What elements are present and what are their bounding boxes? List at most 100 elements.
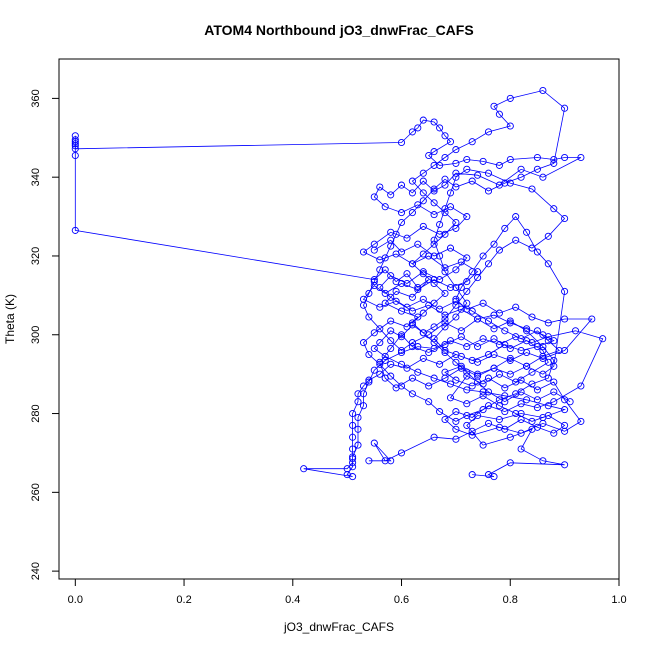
- data-point: [599, 335, 607, 343]
- data-point: [387, 344, 395, 353]
- data-point: [452, 173, 460, 181]
- data-point: [550, 337, 558, 345]
- data-point: [419, 309, 427, 317]
- data-point: [561, 461, 569, 469]
- data-point: [474, 171, 482, 179]
- y-tick-label: 260: [30, 483, 42, 501]
- data-point: [419, 116, 427, 124]
- data-point: [463, 411, 471, 420]
- data-point: [517, 445, 525, 453]
- data-point: [533, 404, 541, 412]
- data-point: [539, 343, 547, 351]
- data-point: [387, 293, 395, 301]
- data-point: [544, 337, 552, 345]
- data-point: [430, 236, 438, 244]
- data-point: [528, 368, 536, 376]
- data-point: [430, 433, 438, 441]
- data-point: [468, 307, 476, 315]
- data-point: [463, 165, 471, 173]
- data-series: [71, 86, 574, 425]
- data-point: [484, 350, 493, 359]
- data-point: [561, 287, 569, 295]
- data-point: [430, 199, 438, 207]
- data-point: [566, 398, 574, 406]
- data-point: [408, 343, 416, 351]
- data-point: [539, 86, 547, 95]
- data-point: [425, 276, 433, 284]
- data-point: [354, 413, 362, 422]
- data-point: [484, 402, 493, 410]
- data-point: [506, 370, 514, 378]
- data-point: [425, 398, 433, 406]
- data-point: [506, 122, 514, 130]
- data-point: [370, 246, 378, 254]
- y-tick-label: 240: [30, 562, 42, 580]
- data-point: [561, 406, 569, 414]
- data-point: [457, 362, 465, 370]
- data-point: [501, 224, 509, 232]
- data-point: [408, 319, 416, 327]
- data-point: [436, 161, 444, 169]
- data-point: [359, 382, 368, 390]
- data-point: [523, 337, 531, 345]
- data-point: [425, 348, 433, 357]
- data-point: [419, 189, 427, 197]
- data-point: [436, 252, 444, 260]
- y-tick-label: 360: [30, 89, 42, 107]
- data-point: [452, 297, 460, 305]
- data-point: [506, 94, 514, 102]
- data-point: [414, 240, 422, 248]
- data-point: [463, 343, 471, 351]
- data-point: [561, 346, 569, 355]
- data-point: [71, 142, 79, 150]
- data-point: [408, 177, 416, 185]
- data-point: [474, 372, 482, 380]
- data-point: [517, 429, 525, 437]
- data-point: [457, 364, 465, 372]
- data-point: [430, 335, 438, 343]
- data-point: [397, 331, 406, 339]
- data-point: [419, 329, 427, 337]
- data-point: [468, 382, 476, 390]
- data-point: [463, 254, 471, 262]
- data-point: [463, 155, 471, 164]
- data-point: [381, 374, 389, 382]
- data-point: [539, 346, 547, 355]
- data-point: [381, 299, 389, 307]
- data-point: [495, 246, 503, 254]
- data-point: [452, 169, 460, 177]
- data-point: [512, 303, 520, 311]
- data-point: [452, 376, 460, 384]
- data-point: [544, 358, 552, 366]
- data-point: [354, 425, 362, 433]
- data-point: [484, 419, 493, 427]
- data-point: [463, 278, 471, 286]
- data-point: [490, 364, 498, 372]
- data-point: [501, 341, 509, 349]
- data-point: [463, 299, 471, 307]
- data-point: [479, 299, 487, 307]
- data-point: [419, 177, 427, 185]
- data-point: [506, 344, 514, 353]
- data-point: [523, 362, 531, 370]
- data-point: [577, 382, 585, 390]
- data-point: [484, 317, 493, 325]
- data-point: [436, 124, 444, 132]
- data-point: [490, 325, 498, 333]
- data-point: [484, 169, 493, 177]
- data-point: [397, 138, 406, 147]
- data-point: [381, 254, 389, 262]
- data-point: [376, 283, 384, 292]
- data-point: [397, 348, 406, 357]
- data-point: [452, 283, 460, 292]
- data-point: [506, 433, 514, 441]
- data-point: [387, 272, 395, 280]
- data-point: [397, 218, 406, 227]
- data-point: [365, 457, 373, 465]
- data-point: [387, 317, 395, 325]
- data-point: [539, 457, 547, 465]
- data-point: [436, 276, 444, 284]
- data-point: [403, 270, 411, 278]
- data-point: [376, 370, 384, 378]
- data-point: [408, 390, 416, 398]
